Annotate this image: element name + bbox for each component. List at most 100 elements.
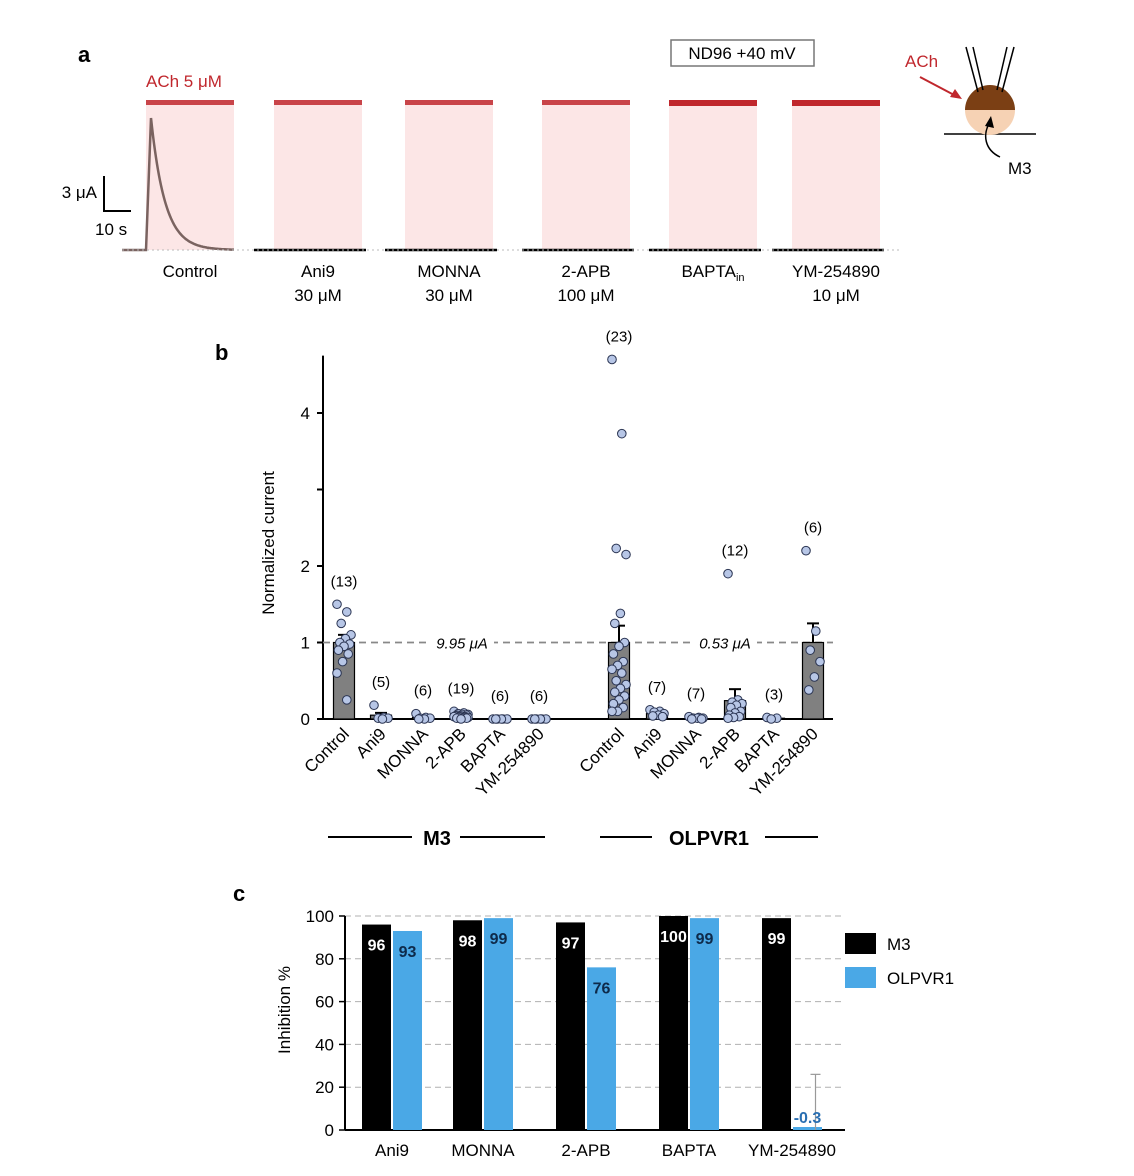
legend-swatch-m3: [845, 933, 876, 954]
data-point: [696, 714, 707, 724]
schematic-m3-label: M3: [1008, 159, 1032, 178]
group-label-m3: M3: [423, 828, 451, 850]
b-groups: (13)Control(5)Ani9(6)MONNA(19)2-APB(6)BA…: [301, 328, 825, 800]
trace-concentration: 30 μM: [425, 286, 473, 305]
data-point: [804, 685, 814, 695]
data-point: [801, 545, 811, 556]
data-point: [343, 649, 354, 659]
c-y-tick-label: 80: [315, 950, 334, 969]
data-point: [342, 695, 352, 705]
sample-size-label: (6): [491, 688, 509, 705]
data-point: [332, 599, 342, 610]
trace-label: MONNA: [417, 262, 481, 281]
data-point: [617, 668, 627, 678]
ach-arrow-head: [950, 89, 962, 99]
data-point: [337, 656, 348, 667]
scale-bar: [103, 176, 131, 212]
bar-value-label: 99: [768, 931, 786, 948]
ach-application-shade: [669, 100, 757, 250]
data-point: [607, 664, 617, 675]
sample-size-label: (7): [648, 679, 666, 696]
trace-label: Control: [163, 262, 218, 281]
b-y-tick-label: 0: [301, 710, 310, 729]
condition-box: [670, 39, 815, 67]
c-y-tick-label: 0: [325, 1121, 334, 1140]
bar-value-label: 99: [696, 931, 714, 948]
data-point: [607, 354, 617, 365]
data-point: [607, 706, 617, 717]
b-reference-label: 9.95 μA: [436, 636, 488, 653]
sample-size-label: (6): [804, 520, 822, 537]
data-point: [610, 687, 620, 698]
data-point: [615, 608, 626, 619]
sample-size-label: (19): [448, 680, 475, 697]
c-chart: 0 20 40 60 80 100 96 93 Ani9 98 99 MONNA 97 76 2-APB 10…: [306, 907, 845, 1160]
ach-application-shade: [792, 100, 880, 250]
panel-a: a ND96 +40 mV ACh 5 μM Control Ani9 30 μM M…: [62, 39, 1036, 305]
bar-value-label: 100: [660, 929, 687, 946]
ach-application-shade: [146, 100, 234, 250]
bar-m3: [659, 916, 688, 1130]
ach-label: ACh 5 μM: [146, 72, 222, 91]
bar-m3: [453, 920, 482, 1130]
bar-value-label: 93: [399, 944, 417, 961]
data-point: [342, 607, 352, 617]
c-legend: M3 OLPVR1: [845, 933, 954, 988]
ach-application-shade: [542, 100, 630, 250]
group-label-olpvr1: OLPVR1: [669, 828, 749, 850]
data-point: [617, 428, 627, 439]
bar-olpvr1: [793, 1127, 822, 1130]
data-point: [456, 714, 466, 724]
data-point: [621, 549, 631, 560]
sample-size-label: (3): [765, 686, 783, 703]
c-y-tick-label: 40: [315, 1035, 334, 1054]
bar-olpvr1: [690, 918, 719, 1130]
data-point: [611, 543, 622, 554]
ach-application-bar: [792, 100, 880, 106]
scale-y-label: 3 μA: [62, 183, 98, 202]
b-axes: 0 1 2 4 9.95 μA 0.53 μA: [301, 355, 833, 729]
trace-label: Ani9: [301, 262, 335, 281]
trace-concentration: 100 μM: [557, 286, 614, 305]
bar-value-label: 96: [368, 938, 386, 955]
data-point: [614, 641, 624, 652]
sample-size-label: (5): [372, 674, 390, 691]
bar-value-label: 76: [593, 980, 611, 997]
ach-application-bar: [146, 100, 234, 105]
bar-m3: [362, 924, 391, 1130]
data-point: [805, 645, 816, 655]
data-point: [766, 714, 777, 724]
b-reference-label-bg: [693, 632, 757, 653]
ach-application-shade: [274, 100, 362, 250]
data-point: [369, 700, 379, 711]
category-label: Control: [301, 724, 353, 776]
ach-application-shade: [405, 100, 493, 250]
ach-application-bar: [405, 100, 493, 105]
data-point: [530, 714, 540, 724]
data-point: [815, 656, 825, 667]
data-point: [611, 675, 622, 686]
sample-size-label: (13): [331, 573, 358, 590]
ach-application-bar: [669, 100, 757, 106]
c-y-axis-label: Inhibition %: [275, 966, 294, 1054]
data-point: [657, 711, 668, 722]
control-current-trace: [122, 117, 234, 252]
oocyte-schematic: ACh M3: [905, 46, 1036, 178]
bar-m3: [556, 922, 585, 1130]
c-y-tick-label: 100: [306, 907, 334, 926]
bar-m3: [762, 918, 791, 1130]
sample-size-label: (23): [606, 328, 633, 345]
data-point: [414, 714, 424, 724]
bar-value-label: 98: [459, 933, 477, 950]
scale-x-label: 10 s: [95, 220, 127, 239]
trace-concentration: 30 μM: [294, 286, 342, 305]
b-reference-label-bg: [430, 632, 494, 653]
bar-olpvr1: [393, 930, 422, 1130]
data-point: [333, 645, 344, 655]
trace-label: YM-254890: [792, 262, 880, 281]
data-point: [723, 568, 733, 579]
legend-label-olpvr1: OLPVR1: [887, 969, 954, 988]
bar-value-label: 97: [562, 935, 580, 952]
ach-application-bar: [274, 100, 362, 105]
